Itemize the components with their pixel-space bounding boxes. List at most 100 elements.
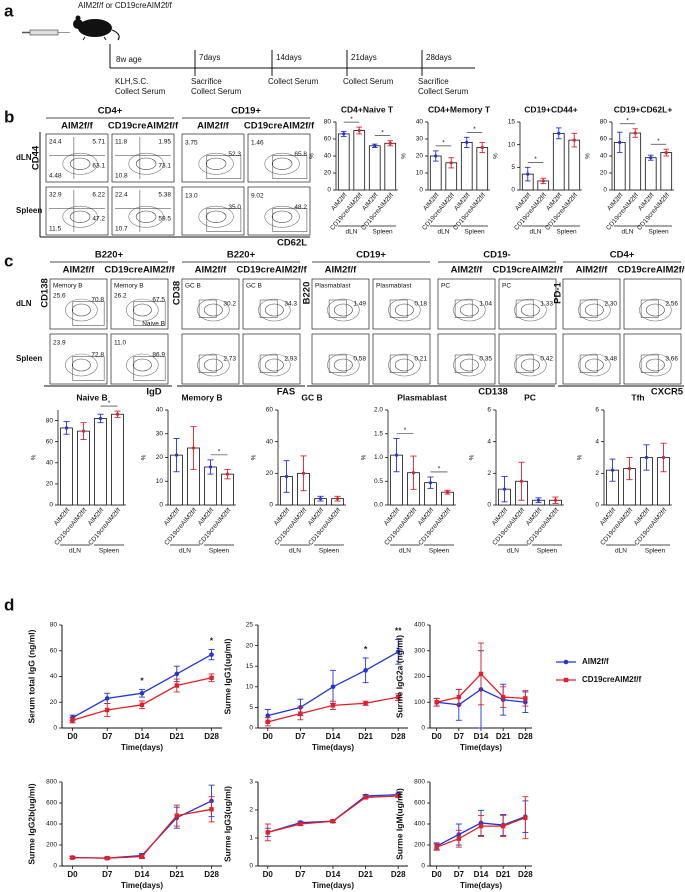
marker [478, 823, 484, 829]
chart-title: PC [524, 392, 536, 402]
x-tick-label: D7 [102, 870, 113, 879]
x-tick-label: CD19creAIM2f/f [633, 507, 668, 547]
bar [460, 141, 473, 191]
x-tick-label: CD19creAIM2f/f [87, 507, 122, 547]
flow-contour [388, 298, 421, 322]
gate [272, 208, 308, 232]
group-title: CD4+ [610, 250, 635, 261]
y-tick-label: 40 [50, 673, 58, 680]
group-label: dLN [622, 229, 634, 236]
column-title: CD19creAIM2f/f [617, 265, 685, 276]
x-tick-label: D7 [454, 732, 465, 741]
bar [629, 132, 642, 191]
y-tick-label: 25 [246, 622, 254, 629]
y-tick-label: 10 [508, 141, 516, 148]
flow-contour [203, 358, 223, 372]
y-tick-label: 0.0 [374, 502, 383, 509]
timeline-time: 8w age [116, 55, 142, 64]
gate-value: 70.8 [91, 297, 104, 304]
flow-contour [65, 353, 98, 377]
gate-value: 1.95 [158, 139, 171, 146]
y-tick-label: 2.0 [374, 407, 383, 414]
flow-contour [264, 205, 300, 228]
mean-dot [480, 145, 484, 150]
chart-title: Memory B [181, 392, 222, 402]
gate-value: 6.22 [92, 192, 105, 199]
gate [72, 356, 105, 381]
column-title: CD19creAIM2f/f [108, 121, 179, 132]
group-title: CD19+ [356, 250, 386, 261]
marker [434, 844, 439, 850]
mean-dot [553, 498, 558, 502]
y-tick-label: 0 [421, 725, 425, 732]
chart-title: Naive B [76, 392, 107, 402]
mean-dot [664, 151, 668, 155]
gate-value: 2.30 [604, 301, 617, 308]
marker [363, 701, 368, 706]
sig-label: * [381, 129, 384, 136]
group-label: dLN [179, 548, 191, 555]
marker [265, 713, 271, 718]
y-tick-label: 0 [603, 187, 607, 194]
marker [298, 711, 303, 716]
column-title: AIM2f/f [576, 265, 609, 276]
flow-contour [453, 353, 486, 377]
gate [259, 354, 278, 373]
x-tick-label: CD19creAIM2f/f [163, 507, 198, 547]
marker [70, 855, 75, 860]
timeline-time: 7days [199, 53, 220, 62]
y-axis-label: Surme IgG2a (ng/ml) [394, 635, 404, 718]
gate-label: GC B [185, 283, 201, 290]
y-tick-label: 60 [266, 407, 274, 414]
y-axis-label: Surme IgG2b(ug/ml) [26, 783, 36, 864]
y-tick-label: 40 [266, 438, 274, 445]
gate-label: Plasmablast [315, 283, 351, 290]
flow-contour [132, 358, 152, 372]
column-title: AIM2f/f [197, 121, 230, 132]
y-axis-label: % [577, 454, 584, 460]
mean-dot [335, 497, 340, 501]
mean-dot [191, 446, 196, 450]
x-tick-label: D14 [326, 732, 341, 741]
flow-contour [520, 358, 540, 372]
y-axis-label: % [309, 153, 316, 159]
gate [389, 299, 408, 318]
mean-dot [428, 481, 433, 485]
y-tick-label: 2 [595, 470, 599, 477]
group-label: Spleen [648, 229, 669, 236]
group-label: Spleen [537, 548, 558, 555]
gate-value: 2.73 [223, 356, 236, 363]
y-tick-label: 80 [50, 622, 58, 629]
x-tick-label: D7 [102, 732, 113, 741]
marker [396, 793, 401, 799]
y-tick-label: 60 [46, 438, 54, 445]
y-tick-label: 60 [50, 647, 58, 654]
group-title: CD19+ [231, 106, 261, 117]
gate-value: 86.9 [152, 352, 165, 359]
x-tick-label: D21 [169, 870, 184, 879]
y-tick-label: 40 [156, 407, 164, 414]
bar [77, 430, 90, 506]
row-label: Spleen [16, 354, 42, 363]
x-tick-label: CD19creAIM2f/f [491, 507, 526, 547]
sig-label: * [438, 466, 441, 473]
gate-value: 0.21 [414, 356, 427, 363]
flow-contour [128, 152, 164, 175]
chart-title: Tfh [631, 392, 644, 402]
group-title: CD19- [483, 250, 510, 261]
gate-value: 5.38 [158, 192, 171, 199]
gate-value: 5.71 [92, 139, 105, 146]
mean-dot [649, 156, 653, 160]
x-tick-label: D7 [454, 870, 465, 879]
x-tick-label: D14 [326, 870, 341, 879]
flow-contour [128, 205, 164, 228]
flow-contour [264, 152, 300, 175]
mean-dot [174, 453, 179, 457]
flow-contour [264, 358, 284, 372]
flow-contour [394, 303, 414, 317]
y-tick-label: 4 [487, 438, 491, 445]
x-tick-label: D28 [518, 870, 533, 879]
timeline-time: 14days [276, 53, 302, 62]
x-tick-label: CD19creAIM2f/f [599, 507, 634, 547]
flow-contour [584, 358, 604, 372]
